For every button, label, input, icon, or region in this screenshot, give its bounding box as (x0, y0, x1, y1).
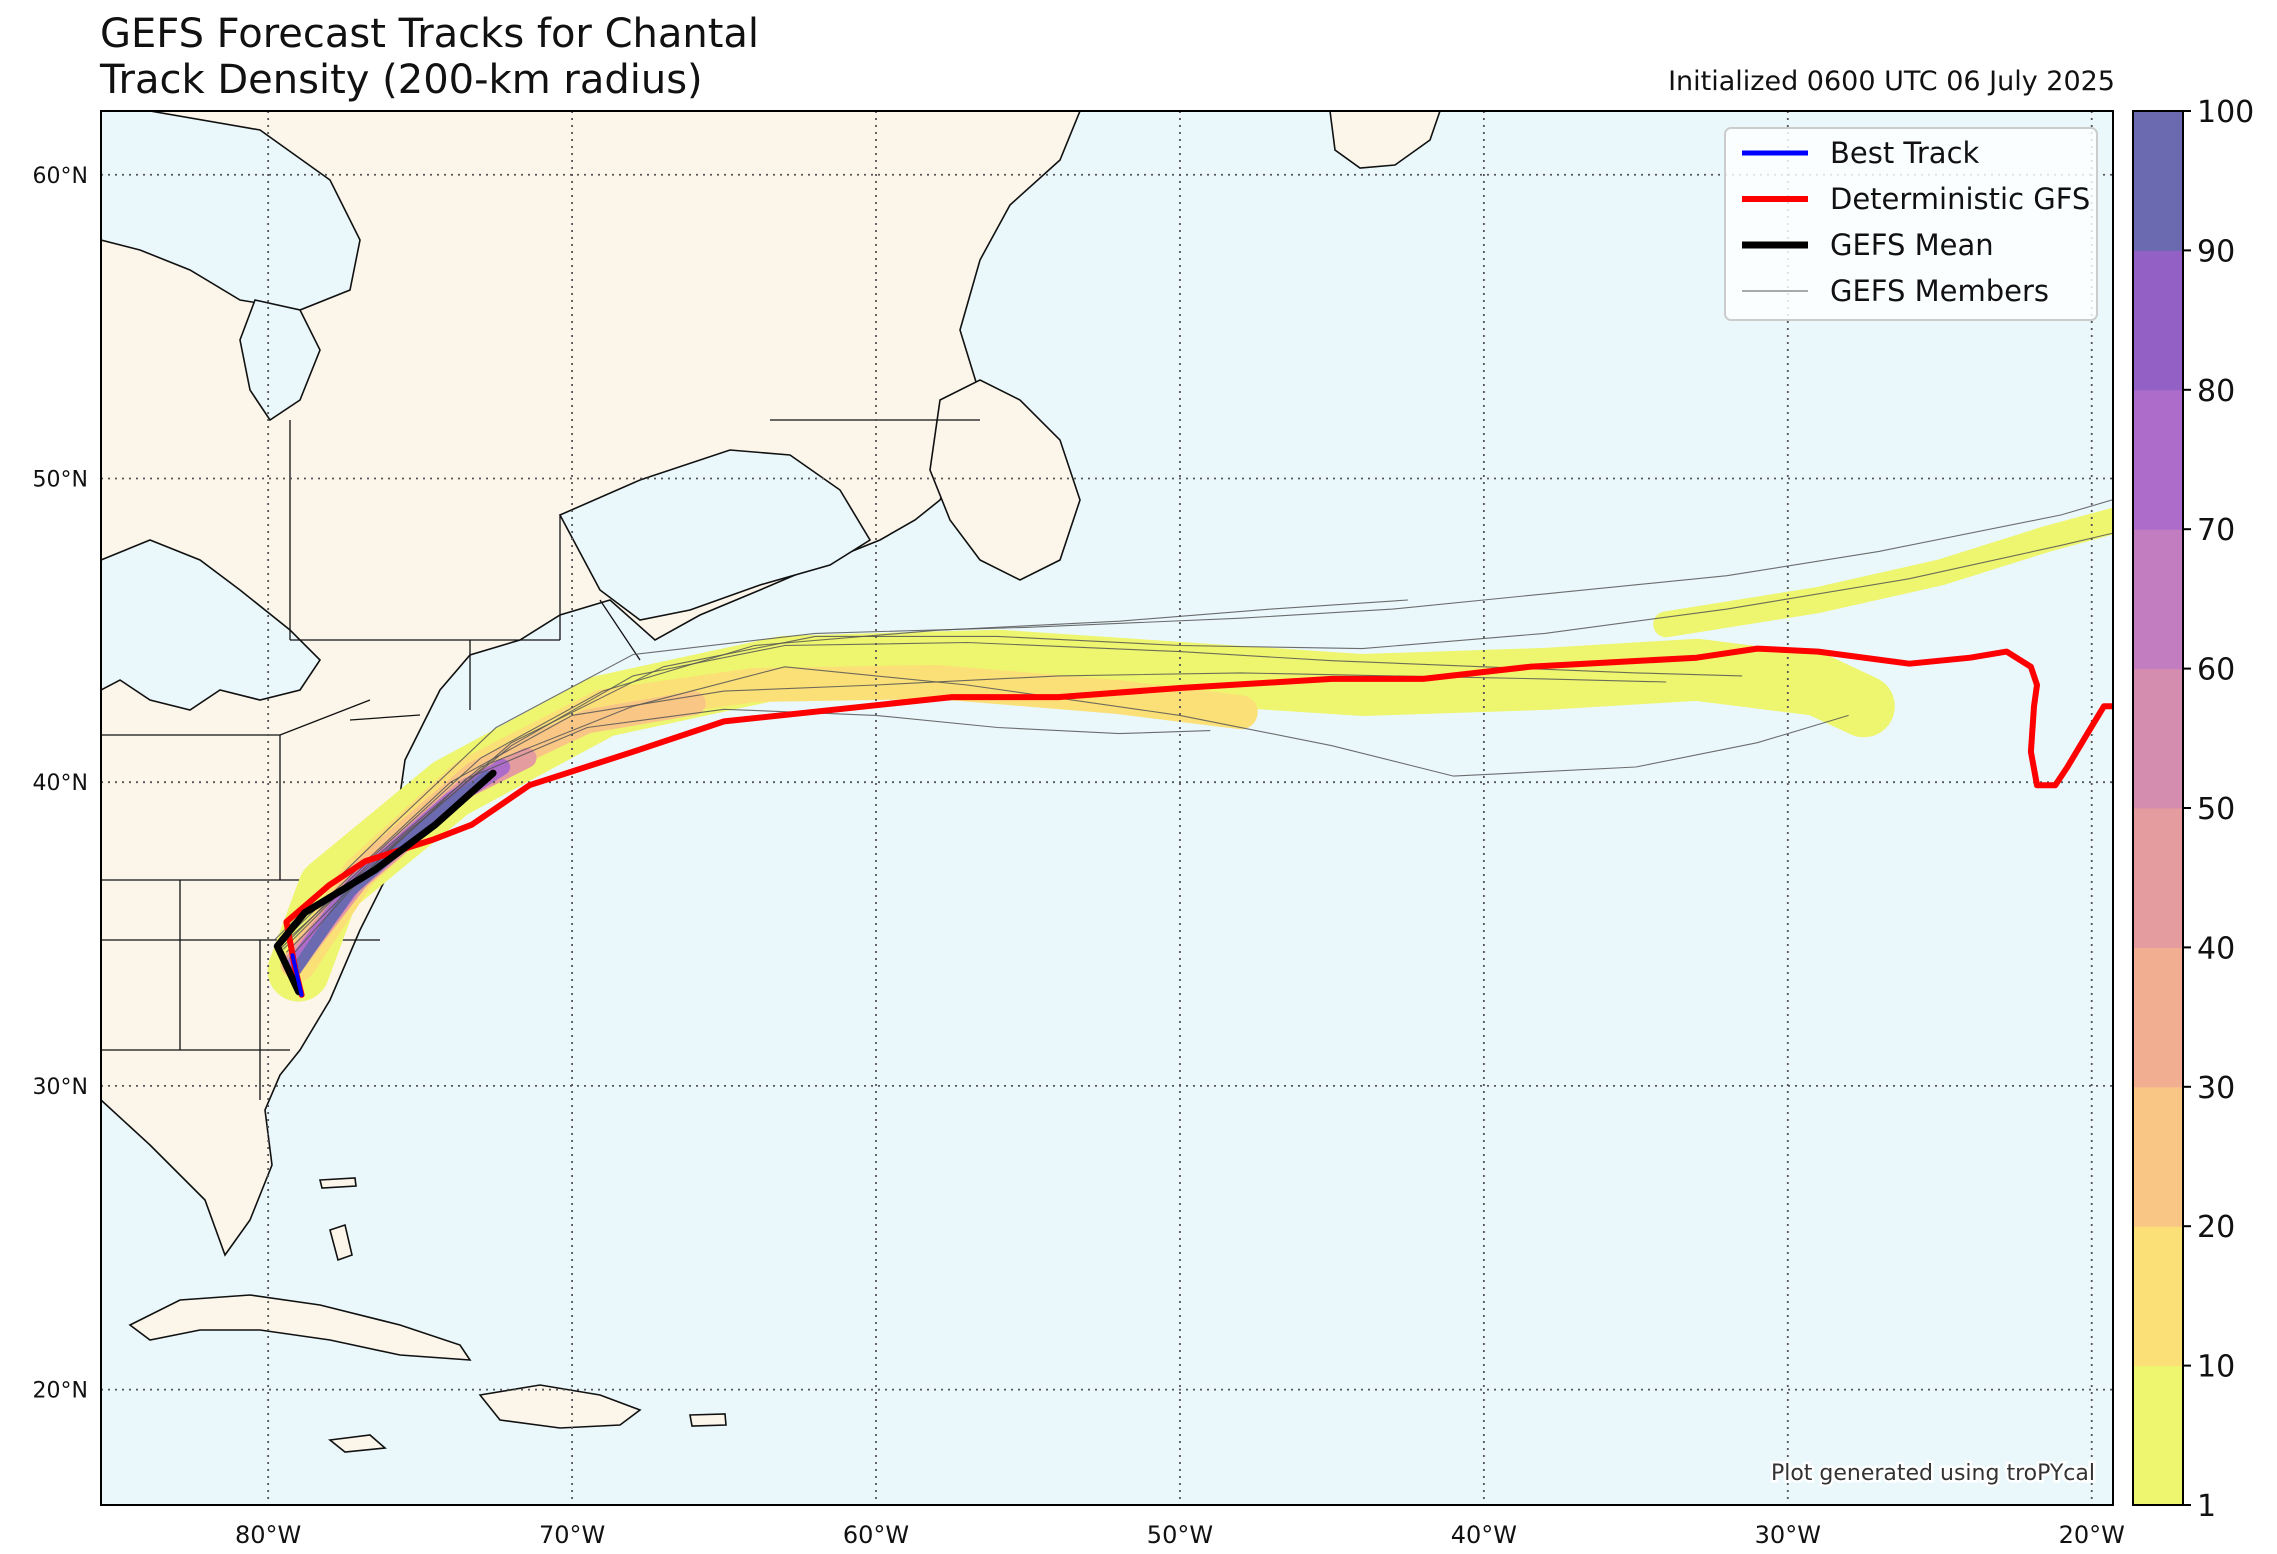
colorbar-tick-label: 30 (2197, 1071, 2235, 1106)
gefs-member-track (273, 499, 2113, 941)
colorbar-tick-label: 50 (2197, 792, 2235, 827)
gefs-member-track (288, 708, 1211, 959)
colorbar-segment (2133, 111, 2183, 251)
map-gridlines (101, 111, 2113, 1505)
density-band (1653, 508, 2113, 638)
colorbar-tick-label: 1 (2197, 1489, 2216, 1524)
colorbar-tick-label: 90 (2197, 234, 2235, 269)
land-layer (101, 111, 1441, 1453)
latitude-tick-label: 40°N (33, 771, 88, 796)
latitude-tick-label: 50°N (33, 467, 88, 492)
colorbar-segment (2133, 389, 2183, 530)
colorbar-segment (2133, 668, 2183, 809)
gulf-of-saint-lawrence (558, 449, 872, 621)
colorbar-tick-label: 60 (2197, 653, 2235, 688)
bahamas-andros (329, 1223, 353, 1262)
colorbar-tick-label: 70 (2197, 513, 2235, 548)
gefs-member-track (286, 532, 2113, 953)
james-bay (239, 299, 321, 422)
longitude-tick-label: 60°W (843, 1521, 909, 1549)
legend-label: Deterministic GFS (1830, 182, 2090, 216)
longitude-tick-label: 50°W (1147, 1521, 1213, 1549)
longitude-tick-label: 70°W (539, 1521, 605, 1549)
hispaniola (478, 1384, 642, 1429)
longitude-tick-label: 80°W (235, 1521, 301, 1549)
density-colorbar: 1 10 20 30 40 50 60 70 80 90 100 (2132, 95, 2254, 1524)
puerto-rico (689, 1413, 727, 1427)
gefs-mean-track (273, 769, 497, 996)
legend-label: GEFS Members (1830, 274, 2049, 308)
longitude-tick-label: 20°W (2059, 1521, 2125, 1549)
latitude-labels: 60°N 50°N 40°N 30°N 20°N (33, 164, 88, 1404)
colorbar-tick-label: 20 (2197, 1210, 2235, 1245)
map-frame (100, 110, 2114, 1506)
longitude-tick-label: 40°W (1451, 1521, 1517, 1549)
longitude-tick-label: 30°W (1755, 1521, 1821, 1549)
greenland (1329, 111, 1441, 169)
colorbar-tick-label: 80 (2197, 374, 2235, 409)
colorbar-segment (2133, 1086, 2183, 1227)
colorbar-segment (2133, 947, 2183, 1088)
deterministic-gfs-track (283, 645, 2113, 998)
gefs-member-track (279, 599, 1408, 950)
latitude-tick-label: 60°N (33, 164, 88, 189)
colorbar-tick-label: 100 (2197, 95, 2254, 130)
best-track (290, 953, 304, 997)
colorbar-segment (2133, 1365, 2183, 1506)
legend-box (1724, 127, 2098, 321)
legend-label: Best Track (1830, 136, 1980, 170)
border-line (349, 714, 421, 721)
colorbar-segment (2133, 529, 2183, 670)
jamaica (328, 1434, 387, 1453)
initialization-time: Initialized 0600 UTC 06 July 2025 (1668, 66, 2115, 97)
colorbar-segment (2133, 808, 2183, 948)
border-line (279, 699, 371, 736)
map-title: GEFS Forecast Tracks for Chantal (100, 11, 760, 57)
main-tracks (273, 645, 2113, 998)
map-subtitle: Track Density (200-km radius) (100, 57, 703, 103)
bahamas-grand (318, 1177, 357, 1189)
great-lakes (101, 539, 322, 711)
colorbar-segment (2133, 1226, 2183, 1367)
legend: Best Track Deterministic GFS GEFS Mean GEFS… (1724, 127, 2098, 321)
newfoundland (929, 379, 1081, 581)
plot-credit: Plot generated using troPYcal (1771, 1461, 2095, 1486)
cuba (128, 1294, 472, 1361)
latitude-tick-label: 30°N (33, 1075, 88, 1100)
colorbar-tick-label: 40 (2197, 931, 2235, 966)
legend-label: GEFS Mean (1830, 228, 1994, 262)
colorbar-tick-label: 10 (2197, 1350, 2235, 1385)
border-line (599, 599, 641, 661)
longitude-labels: 80°W 70°W 60°W 50°W 40°W 30°W 20°W (235, 1521, 2125, 1549)
latitude-tick-label: 20°N (33, 1379, 88, 1404)
colorbar-segment (2133, 250, 2183, 391)
